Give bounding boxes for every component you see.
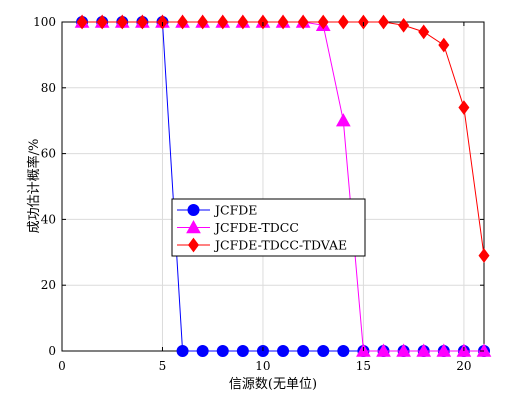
series-3 [76, 14, 490, 263]
data-point [236, 345, 249, 357]
legend-label: JCFDE-TDCC [213, 220, 299, 235]
data-point [297, 14, 309, 30]
plot-frame [61, 21, 485, 352]
data-point [416, 343, 432, 357]
data-point [116, 14, 128, 30]
legend-marker [188, 237, 199, 253]
x-axis-label: 信源数(无单位) [229, 377, 317, 392]
y-tick-label: 0 [48, 344, 56, 358]
axis-ticks: 0 5 10 15 20 0 20 40 60 80 100 [33, 15, 484, 373]
x-tick-label: 15 [356, 359, 371, 373]
data-point [476, 343, 492, 357]
legend: JCFDE JCFDE-TDCC JCFDE-TDCC-TDVAE [171, 198, 366, 257]
data-point [277, 345, 290, 357]
y-tick-label: 80 [41, 81, 56, 95]
data-point [317, 345, 330, 357]
data-point [418, 24, 430, 40]
series-2 [74, 14, 492, 357]
data-point [337, 345, 350, 357]
x-tick-label: 10 [255, 359, 270, 373]
data-point [337, 14, 349, 30]
data-point [438, 37, 450, 53]
data-point [136, 14, 148, 30]
data-point [335, 113, 351, 127]
data-point [237, 14, 249, 30]
series-layer [74, 14, 492, 357]
data-point [277, 14, 289, 30]
legend-item: JCFDE-TDCC [177, 219, 299, 235]
data-point [458, 100, 470, 115]
legend-item: JCFDE-TDCC-TDVAE [177, 238, 347, 253]
legend-label: JCFDE-TDCC-TDVAE [213, 238, 347, 253]
x-tick-label: 5 [159, 359, 167, 373]
legend-marker [187, 204, 200, 216]
grid-lines [62, 22, 484, 351]
data-point [96, 14, 108, 30]
series-line [82, 21, 484, 352]
data-point [317, 14, 329, 30]
series-1 [76, 16, 490, 357]
y-tick-label: 40 [41, 212, 56, 226]
data-point [176, 345, 189, 357]
data-point [396, 343, 411, 357]
data-point [398, 17, 410, 33]
data-point [478, 248, 490, 263]
y-tick-label: 100 [33, 15, 56, 29]
data-point [376, 343, 391, 357]
data-point [217, 14, 229, 30]
y-tick-label: 20 [41, 278, 56, 292]
data-point [216, 345, 229, 357]
series-line [82, 21, 484, 352]
x-tick-label: 0 [58, 359, 66, 373]
data-point [197, 14, 209, 30]
y-axis-label: 成功估计概率/% [26, 139, 42, 234]
data-point [76, 14, 88, 30]
legend-marker [186, 219, 201, 234]
legend-label: JCFDE [213, 203, 257, 218]
y-tick-label: 60 [41, 147, 56, 161]
x-tick-label: 20 [456, 359, 471, 373]
data-point [177, 14, 189, 30]
data-point [196, 345, 209, 357]
data-point [378, 14, 390, 30]
data-point [297, 345, 310, 357]
legend-item: JCFDE [177, 203, 257, 218]
data-point [436, 343, 452, 357]
